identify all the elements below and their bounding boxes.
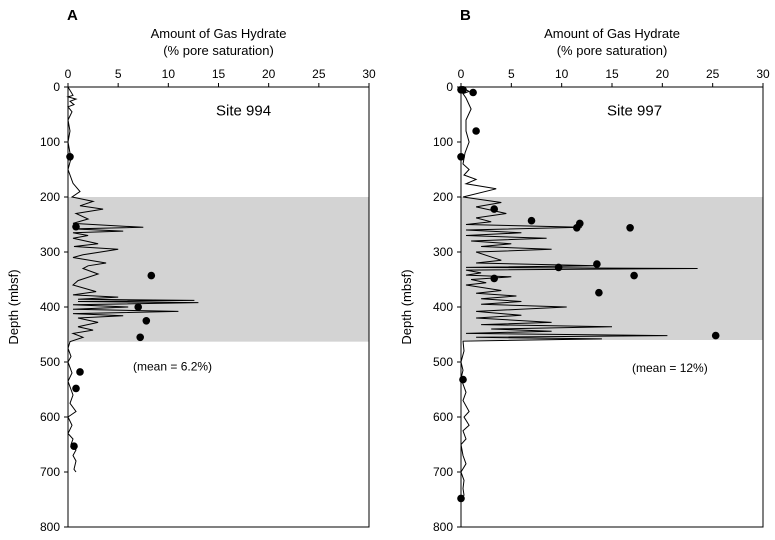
y-tick-label: 500 [433,355,453,369]
measurement-point [593,260,601,268]
measurement-point [490,274,499,283]
y-tick-label: 600 [40,410,60,424]
measurement-point [711,331,720,340]
measurement-point [490,205,499,213]
x-tick-label: 20 [656,67,670,81]
x-tick-label: 0 [65,67,72,81]
mean-annotation: (mean = 12%) [632,361,708,375]
measurement-point [630,271,638,280]
x-tick-label: 30 [362,67,376,81]
x-tick-label: 25 [706,67,720,81]
measurement-point [147,271,156,280]
y-tick-label: 200 [433,190,453,204]
x-axis-title-line2: (% pore saturation) [163,43,274,58]
measurement-point [469,88,477,97]
x-axis-title-line2: (% pore saturation) [557,43,668,58]
y-tick-label: 400 [40,300,60,314]
measurement-point [134,303,142,311]
panel-label: B [460,7,471,24]
measurement-point [472,127,480,135]
x-axis-title-line1: Amount of Gas Hydrate [544,26,680,41]
measurement-point [72,384,80,393]
site-label: Site 997 [607,103,662,120]
x-tick-label: 15 [605,67,619,81]
y-tick-label: 300 [433,245,453,259]
measurement-point [70,442,78,451]
measurement-point [573,224,581,232]
y-tick-label: 0 [53,80,60,94]
x-tick-label: 25 [312,67,326,81]
y-tick-label: 800 [433,520,453,534]
x-tick-label: 15 [212,67,226,81]
y-tick-label: 400 [433,300,453,314]
measurement-point [626,224,634,232]
measurement-point [76,368,84,376]
x-axis-title-line1: Amount of Gas Hydrate [151,26,287,41]
x-tick-label: 0 [458,67,465,81]
y-tick-label: 100 [433,135,453,149]
measurement-point [527,216,536,225]
site-label: Site 994 [216,103,271,120]
y-tick-label: 800 [40,520,60,534]
y-axis-title: Depth (mbsf) [399,269,414,344]
y-tick-label: 200 [40,190,60,204]
y-tick-label: 600 [433,410,453,424]
hydrate-profile-line [66,86,199,473]
hydrate-zone-shading [68,197,369,342]
measurement-point [142,317,151,325]
x-tick-label: 10 [555,67,569,81]
hydrate-profile-line [460,86,698,500]
x-tick-label: 10 [162,67,176,81]
measurement-point [72,222,80,231]
measurement-point [459,375,467,384]
measurement-point [136,333,144,342]
measurement-point [554,263,563,272]
y-tick-label: 700 [433,465,453,479]
x-tick-label: 5 [115,67,122,81]
y-tick-label: 0 [446,80,453,94]
y-tick-label: 700 [40,465,60,479]
y-tick-label: 300 [40,245,60,259]
x-tick-label: 30 [756,67,770,81]
y-axis-title: Depth (mbsf) [6,269,21,344]
y-tick-label: 500 [40,355,60,369]
mean-annotation: (mean = 6.2%) [133,359,212,373]
measurement-point [66,153,74,161]
x-tick-label: 20 [262,67,276,81]
measurement-point [595,288,603,297]
panel-label: A [67,7,78,24]
x-tick-label: 5 [508,67,515,81]
y-tick-label: 100 [40,135,60,149]
